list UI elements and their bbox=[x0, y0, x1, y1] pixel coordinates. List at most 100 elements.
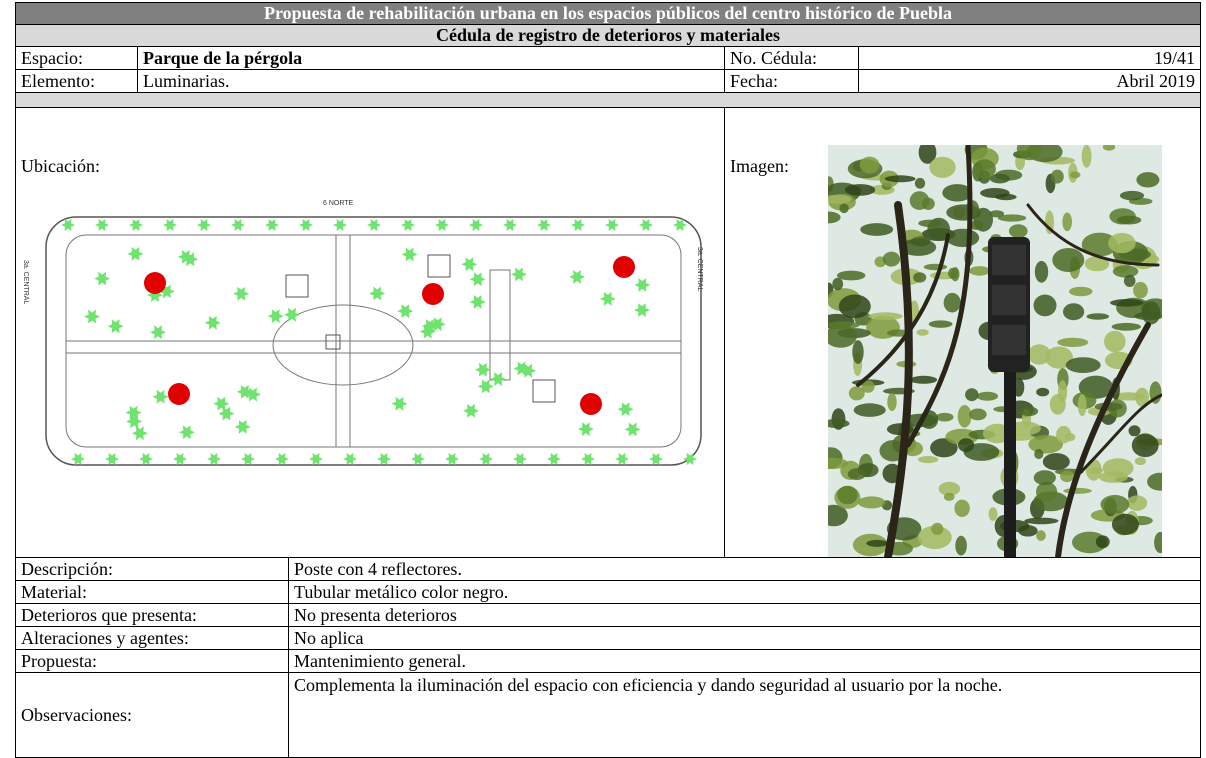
tree-icon bbox=[683, 452, 697, 466]
tree-icon bbox=[569, 270, 586, 284]
tree-icon bbox=[367, 218, 381, 232]
tree-icon bbox=[107, 319, 124, 334]
tree-icon bbox=[477, 379, 494, 394]
subtitle: Cédula de registro de deterioros y mater… bbox=[15, 24, 1201, 47]
foliage bbox=[931, 522, 944, 535]
element: Luminarias. bbox=[137, 69, 725, 93]
foliage bbox=[1036, 481, 1058, 502]
foliage bbox=[837, 270, 866, 281]
number-label: No. Cédula: bbox=[724, 46, 859, 70]
foliage bbox=[1063, 487, 1092, 494]
foliage bbox=[969, 266, 991, 276]
tree-icon bbox=[513, 361, 530, 376]
foliage bbox=[1033, 294, 1057, 317]
foliage bbox=[976, 391, 998, 401]
foliage bbox=[1154, 531, 1162, 554]
tree-icon bbox=[599, 292, 616, 306]
date-label: Fecha: bbox=[724, 69, 859, 93]
foliage bbox=[918, 456, 939, 464]
foliage bbox=[929, 156, 956, 178]
foliage bbox=[828, 194, 852, 204]
tree-icon bbox=[429, 317, 446, 332]
foliage bbox=[837, 485, 858, 505]
foliage bbox=[916, 329, 929, 336]
detail-value: Poste con 4 reflectores. bbox=[288, 557, 1201, 581]
tree-icon bbox=[377, 452, 391, 466]
foliage bbox=[1081, 232, 1118, 257]
tree-icon bbox=[309, 452, 323, 466]
tree-icon bbox=[474, 362, 491, 377]
tree-icon bbox=[245, 387, 261, 402]
map-label: 3a. CENTRAL bbox=[22, 260, 29, 304]
foliage bbox=[1119, 190, 1145, 201]
foliage bbox=[989, 210, 1005, 218]
foliage bbox=[1063, 303, 1085, 321]
foliage bbox=[1086, 313, 1110, 320]
foliage bbox=[1136, 172, 1160, 188]
tree-icon bbox=[182, 252, 199, 267]
foliage bbox=[1133, 281, 1148, 299]
tree-icon bbox=[139, 452, 153, 466]
foliage bbox=[838, 294, 871, 319]
foliage bbox=[844, 184, 876, 196]
foliage bbox=[943, 292, 961, 313]
foliage bbox=[946, 228, 980, 248]
tree-icon bbox=[126, 414, 143, 429]
tree-icon bbox=[299, 218, 313, 232]
tree-icon bbox=[419, 324, 436, 339]
detail-label: Propuesta: bbox=[15, 649, 289, 673]
title: Propuesta de rehabilitación urbana en lo… bbox=[15, 2, 1201, 25]
tree-icon bbox=[624, 422, 641, 437]
tree-icon bbox=[267, 309, 284, 324]
location-label: Ubicación: bbox=[21, 156, 100, 176]
foliage bbox=[1036, 530, 1046, 541]
foliage bbox=[1123, 274, 1136, 287]
image-label: Imagen: bbox=[730, 156, 789, 176]
foliage bbox=[852, 340, 864, 364]
foliage bbox=[928, 320, 953, 328]
tree-icon bbox=[61, 218, 75, 232]
foliage bbox=[1034, 448, 1044, 460]
foliage bbox=[1085, 458, 1102, 481]
foliage bbox=[1019, 406, 1039, 417]
foliage bbox=[1033, 470, 1056, 486]
tree-icon bbox=[461, 257, 478, 272]
tree-icon bbox=[577, 422, 594, 437]
detail-value: No presenta deterioros bbox=[288, 603, 1201, 627]
tree-icon bbox=[213, 396, 230, 411]
foliage bbox=[913, 272, 927, 283]
foliage bbox=[918, 219, 942, 227]
foliage bbox=[955, 535, 967, 556]
tree-icon bbox=[84, 309, 101, 324]
foliage bbox=[857, 496, 886, 509]
foliage bbox=[1069, 286, 1093, 297]
foliage bbox=[1077, 394, 1087, 417]
foliage bbox=[859, 156, 880, 174]
foliage bbox=[1135, 387, 1149, 407]
tree-icon bbox=[421, 319, 438, 333]
element-label: Elemento: bbox=[15, 69, 138, 93]
detail-label: Deterioros que presenta: bbox=[15, 603, 289, 627]
tree-icon bbox=[125, 405, 142, 420]
foliage bbox=[1134, 457, 1146, 466]
foliage bbox=[847, 468, 866, 480]
tree-icon bbox=[649, 452, 663, 466]
foliage bbox=[1056, 425, 1072, 444]
foliage bbox=[1058, 380, 1068, 403]
luminaire-marker bbox=[580, 393, 602, 415]
detail-value: No aplica bbox=[288, 626, 1201, 650]
foliage bbox=[1141, 301, 1161, 325]
tree-icon bbox=[401, 247, 418, 262]
tree-icon bbox=[634, 278, 651, 292]
foliage bbox=[848, 386, 865, 401]
foliage bbox=[884, 175, 916, 183]
foliage bbox=[1102, 458, 1134, 478]
foliage bbox=[839, 203, 849, 214]
foliage bbox=[1126, 495, 1148, 511]
foliage bbox=[1128, 425, 1141, 437]
tree-icon bbox=[615, 452, 629, 466]
foliage bbox=[900, 238, 937, 256]
foliage bbox=[1024, 517, 1059, 525]
foliage bbox=[1016, 145, 1042, 161]
detail-label: Descripción: bbox=[15, 557, 289, 581]
